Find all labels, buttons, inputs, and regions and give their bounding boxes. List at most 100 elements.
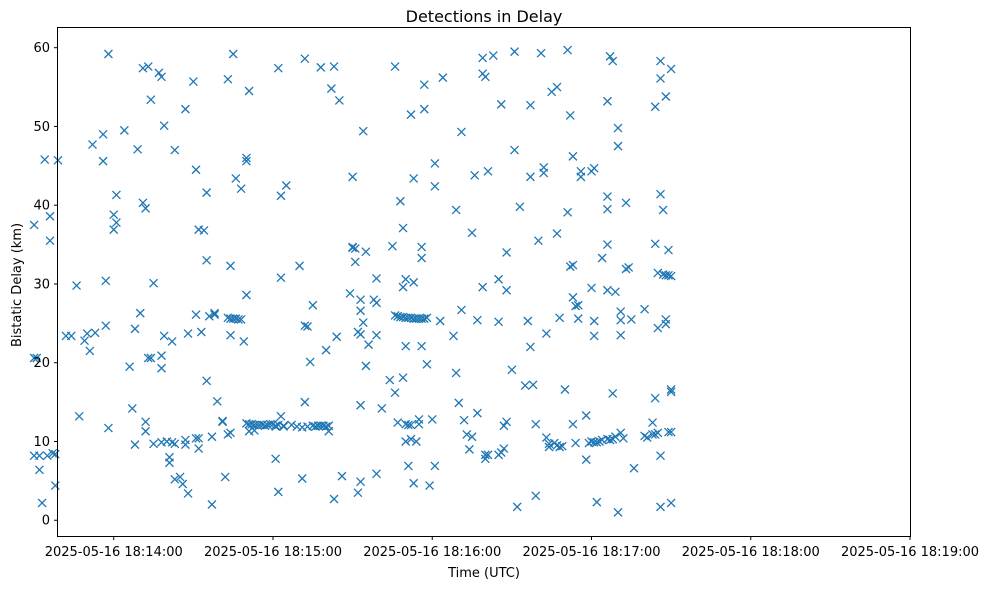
- data-point: [29, 353, 39, 363]
- data-point: [613, 123, 623, 133]
- data-point: [525, 342, 535, 352]
- data-point: [372, 330, 381, 340]
- data-point: [624, 262, 634, 272]
- data-point: [417, 253, 427, 263]
- data-point: [223, 429, 233, 439]
- data-point: [456, 305, 466, 315]
- data-point: [664, 427, 673, 437]
- data-point: [650, 429, 660, 439]
- data-point: [281, 181, 291, 190]
- data-point: [88, 140, 97, 150]
- data-point: [571, 301, 581, 311]
- data-point: [146, 95, 156, 105]
- data-point: [653, 428, 663, 438]
- data-point: [650, 239, 660, 249]
- data-point: [480, 450, 490, 460]
- data-point: [656, 502, 665, 512]
- data-point: [417, 242, 427, 252]
- y-axis: 0 10 20 30 40 50 60: [33, 41, 58, 529]
- data-point: [364, 340, 374, 350]
- data-point: [135, 308, 145, 318]
- data-point: [664, 245, 673, 255]
- data-point: [470, 170, 480, 180]
- data-point: [613, 507, 623, 517]
- data-point: [653, 268, 663, 278]
- data-point: [329, 62, 339, 72]
- data-point: [334, 95, 344, 105]
- data-point: [581, 411, 591, 420]
- data-point: [326, 84, 336, 94]
- data-point: [109, 210, 119, 220]
- data-point: [650, 393, 660, 403]
- y-tick-label: 50: [33, 120, 50, 135]
- data-point: [165, 458, 174, 468]
- data-point: [202, 188, 212, 198]
- data-point: [454, 398, 464, 408]
- data-point: [159, 331, 169, 341]
- data-point: [597, 253, 607, 263]
- data-point: [34, 451, 44, 461]
- data-point: [576, 172, 586, 182]
- data-point: [642, 433, 652, 443]
- data-point: [398, 373, 408, 383]
- data-point: [90, 328, 100, 338]
- data-point: [629, 463, 639, 473]
- data-point: [130, 440, 140, 450]
- data-point: [276, 191, 286, 201]
- data-point: [456, 127, 466, 137]
- data-point: [531, 491, 541, 501]
- data-point: [196, 327, 206, 337]
- data-point: [101, 276, 111, 286]
- data-point: [103, 49, 113, 59]
- data-point: [236, 314, 246, 324]
- data-point: [127, 403, 137, 413]
- data-point: [32, 353, 42, 363]
- data-point: [372, 469, 381, 479]
- data-point: [143, 62, 153, 72]
- x-axis: 2025-05-16 18:14:00 2025-05-16 18:15:00 20…: [45, 536, 979, 560]
- data-point: [515, 202, 525, 212]
- data-point: [241, 153, 251, 163]
- data-point: [385, 375, 395, 385]
- data-point: [297, 474, 307, 483]
- data-point: [640, 304, 650, 314]
- data-point: [608, 388, 618, 398]
- data-point: [305, 357, 315, 367]
- data-point: [146, 353, 156, 363]
- data-point: [279, 422, 289, 431]
- data-point: [249, 426, 259, 435]
- data-point: [401, 274, 411, 284]
- x-tick-label: 2025-05-16 18:17:00: [522, 545, 660, 560]
- data-point: [210, 308, 220, 318]
- data-point: [406, 420, 416, 430]
- data-point: [602, 204, 612, 214]
- data-point: [414, 414, 424, 424]
- data-point: [419, 80, 429, 90]
- data-point: [602, 192, 612, 202]
- data-point: [616, 428, 626, 438]
- data-point: [618, 433, 628, 443]
- data-point: [602, 240, 612, 250]
- data-point: [539, 168, 549, 178]
- data-point: [141, 426, 151, 436]
- data-point: [202, 255, 212, 265]
- data-point: [605, 51, 615, 61]
- data-point: [563, 45, 573, 55]
- data-point: [510, 47, 519, 57]
- data-point: [581, 455, 591, 465]
- data-point: [101, 321, 111, 331]
- data-point: [568, 292, 578, 302]
- data-point: [303, 322, 312, 331]
- data-point: [167, 437, 177, 447]
- data-point: [462, 429, 472, 439]
- y-tick-label: 60: [33, 41, 50, 56]
- data-point: [438, 73, 448, 83]
- data-point: [348, 242, 358, 252]
- data-point: [50, 449, 60, 459]
- x-tick-label: 2025-05-16 18:15:00: [204, 545, 342, 560]
- data-point: [589, 331, 599, 341]
- data-point: [287, 420, 297, 430]
- data-point: [356, 306, 366, 316]
- data-point: [648, 429, 658, 439]
